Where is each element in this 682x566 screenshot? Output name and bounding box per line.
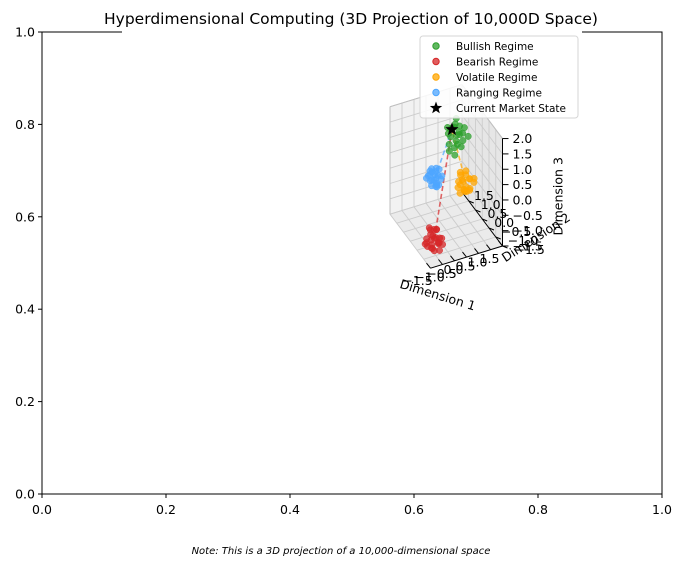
grid-line [389,191,463,215]
grid-line [461,114,503,170]
legend-label: Bearish Regime [456,56,538,68]
grid-line [389,114,463,138]
data-point [428,168,436,176]
x-tick-label: 0.8 [528,502,548,517]
z3d-tick-label: 1.0 [513,162,533,177]
data-point [423,174,430,182]
legend-label: Ranging Regime [456,87,542,99]
z3d-tick-label: −1.5 [513,239,543,254]
legend-label: Volatile Regime [456,72,537,84]
y-tick-label: 1.0 [15,25,35,40]
y-tick-label: 0.4 [15,302,35,317]
data-point [459,129,467,137]
x3d-tick-label: 1.5 [480,251,500,266]
data-point [464,132,472,140]
z-axis-title: Dimension 3 [551,157,566,235]
z3d-tick-label: 0.0 [513,192,533,207]
grid-line [403,209,476,233]
legend-marker [432,42,440,50]
data-point [433,183,441,191]
y3d-tick-label: −0.5 [501,224,531,239]
data-point [438,172,446,180]
data-point [456,181,464,189]
legend-marker [432,73,440,81]
grid-line [396,200,469,224]
data-point [451,144,458,152]
x-tick-label: 0.4 [280,502,300,517]
x-tick-label: 1.0 [652,502,672,517]
background-axes: 0.0 0.2 0.4 0.6 0.8 1.0 0.0 0.2 0.4 0.6 0.8 1.0 [15,25,672,518]
y3d-tick-label: −1.0 [508,233,538,248]
grid-line [389,160,463,184]
x-tick-label: 0.0 [32,502,52,517]
data-point [451,151,459,159]
current-state-marker [445,122,459,136]
x3d-tick-label: 0.5 [456,258,476,273]
footnote: Note: This is a 3D projection of a 10,00… [192,546,491,557]
series-volatile-regime [454,167,478,197]
x3d-tick-mark [426,262,431,269]
z3d-tick-label: 1.5 [513,146,533,161]
x3d-tick-label: −1.0 [414,270,444,285]
series-bearish-regime [421,224,447,255]
x-tick-label: 0.6 [404,502,424,517]
y3d-tick-mark [482,218,488,222]
data-point [457,143,465,151]
data-point [439,240,447,248]
title-gap [122,27,582,35]
x3d-tick-label: 1.0 [468,255,488,270]
data-point [452,137,460,145]
y-tick-label: 0.6 [15,209,35,224]
y3d-tick-label: 1.0 [481,197,501,212]
x3d-tick-label: −0.5 [426,266,456,281]
data-points [421,115,478,255]
x3d-tick-mark [486,244,491,251]
data-point [430,226,438,233]
y3d-tick-mark [468,200,474,204]
legend-box [419,35,579,119]
grid-line [389,176,463,200]
chart-title: Hyperdimensional Computing (3D Projectio… [104,10,598,28]
legend: Bullish Regime Bearish Regime Volatile Reg… [419,35,579,119]
data-point [445,140,453,148]
y3d-tick-mark [475,209,481,213]
legend-marker [432,57,440,66]
y3d-tick-mark [488,227,495,231]
y3d-tick-mark [495,236,501,240]
data-point [470,175,478,182]
series-ranging-regime [423,164,446,191]
data-point [462,167,470,175]
legend-star-marker [429,101,443,114]
x3d-tick-label: 0.0 [444,262,464,277]
y-tick-label: 0.8 [15,117,35,132]
z3d-tick-label: −0.5 [513,208,543,223]
x3d-tick-mark [462,251,467,258]
grid-line [410,218,483,242]
z3d-tick-label: 2.0 [513,131,533,146]
x3d-tick-label: −1.5 [402,273,432,288]
data-point [424,242,431,250]
x3d-tick-mark [474,248,479,254]
y-tick-label: 0.2 [15,394,35,409]
y3d-tick-label: −1.5 [515,242,545,257]
data-point [436,234,444,242]
y3d-tick-label: 0.0 [494,215,514,230]
y3d-tick-label: 1.5 [474,188,494,203]
x3d-tick-mark [438,259,443,265]
grid-line [423,236,496,260]
x3d-tick-mark [450,255,455,262]
x-tick-label: 0.2 [156,502,176,517]
data-point [456,189,464,197]
data-point [459,137,467,145]
legend-label: Current Market State [456,103,566,115]
grid-line [461,145,503,201]
data-point [445,147,453,155]
legend-label: Bullish Regime [456,41,534,53]
y-tick-label: 0.0 [15,487,35,502]
legend-marker [432,88,440,97]
z3d-tick-label: 0.5 [513,177,533,192]
z3d-tick-label: −1.0 [513,223,543,238]
